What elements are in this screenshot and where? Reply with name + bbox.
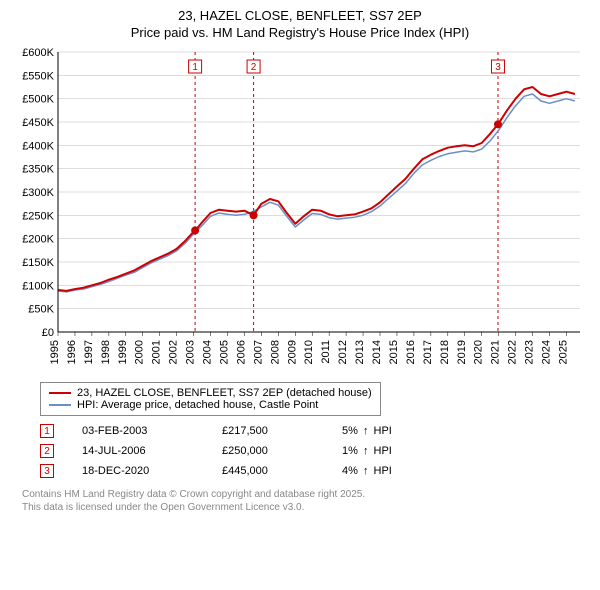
svg-text:2003: 2003 [185, 340, 197, 364]
svg-text:2013: 2013 [354, 340, 366, 364]
svg-text:£150K: £150K [22, 257, 54, 269]
chart-svg: £0 £50K £100K £150K £200K £250K £300K £350K £400… [10, 46, 590, 376]
sale-pct: 1% ↑ HPI [342, 445, 402, 457]
sale-pct: 4% ↑ HPI [342, 465, 402, 477]
svg-text:1997: 1997 [83, 340, 95, 364]
svg-text:2015: 2015 [388, 340, 400, 364]
title-line-2: Price paid vs. HM Land Registry's House … [10, 25, 590, 40]
legend-swatch [49, 392, 71, 394]
footer: Contains HM Land Registry data © Crown c… [22, 488, 590, 514]
svg-text:1999: 1999 [117, 340, 129, 364]
sale-marker: 1 [40, 424, 54, 438]
up-arrow-icon: ↑ [363, 465, 369, 477]
svg-text:1998: 1998 [100, 340, 112, 364]
svg-text:1995: 1995 [49, 340, 61, 364]
sale-date: 18-DEC-2020 [82, 465, 222, 477]
sale-pct: 5% ↑ HPI [342, 425, 402, 437]
svg-text:2024: 2024 [540, 340, 552, 364]
svg-text:£100K: £100K [22, 280, 54, 292]
svg-text:2005: 2005 [218, 340, 230, 364]
svg-text:2019: 2019 [456, 340, 468, 364]
svg-text:2017: 2017 [422, 340, 434, 364]
sale-price: £250,000 [222, 445, 342, 457]
legend-swatch [49, 404, 71, 406]
sale-row: 2 14-JUL-2006 £250,000 1% ↑ HPI [40, 444, 590, 458]
legend-item: 23, HAZEL CLOSE, BENFLEET, SS7 2EP (deta… [49, 387, 372, 399]
svg-text:£550K: £550K [22, 70, 54, 82]
svg-text:1996: 1996 [66, 340, 78, 364]
legend: 23, HAZEL CLOSE, BENFLEET, SS7 2EP (deta… [40, 382, 381, 416]
svg-text:2004: 2004 [202, 340, 214, 364]
svg-text:2022: 2022 [507, 340, 519, 364]
figure-container: 23, HAZEL CLOSE, BENFLEET, SS7 2EP Price… [0, 0, 600, 524]
svg-text:£0: £0 [42, 327, 54, 339]
sale-price: £445,000 [222, 465, 342, 477]
svg-text:1: 1 [192, 62, 198, 73]
footer-line-1: Contains HM Land Registry data © Crown c… [22, 488, 590, 501]
svg-text:2: 2 [251, 62, 257, 73]
svg-text:2014: 2014 [371, 340, 383, 364]
sale-row: 1 03-FEB-2003 £217,500 5% ↑ HPI [40, 424, 590, 438]
svg-text:2023: 2023 [524, 340, 536, 364]
sale-date: 14-JUL-2006 [82, 445, 222, 457]
svg-text:£250K: £250K [22, 210, 54, 222]
svg-text:2012: 2012 [337, 340, 349, 364]
svg-text:2006: 2006 [235, 340, 247, 364]
sale-price: £217,500 [222, 425, 342, 437]
sale-marker: 3 [40, 464, 54, 478]
title-line-1: 23, HAZEL CLOSE, BENFLEET, SS7 2EP [10, 8, 590, 23]
svg-text:2020: 2020 [473, 340, 485, 364]
up-arrow-icon: ↑ [363, 425, 369, 437]
sales-table: 1 03-FEB-2003 £217,500 5% ↑ HPI 2 14-JUL… [40, 424, 590, 478]
svg-text:2002: 2002 [168, 340, 180, 364]
sale-row: 3 18-DEC-2020 £445,000 4% ↑ HPI [40, 464, 590, 478]
title-block: 23, HAZEL CLOSE, BENFLEET, SS7 2EP Price… [10, 8, 590, 40]
svg-text:£450K: £450K [22, 117, 54, 129]
svg-text:3: 3 [495, 62, 501, 73]
svg-text:2007: 2007 [252, 340, 264, 364]
svg-text:£350K: £350K [22, 164, 54, 176]
sale-date: 03-FEB-2003 [82, 425, 222, 437]
svg-text:2009: 2009 [286, 340, 298, 364]
svg-text:2018: 2018 [439, 340, 451, 364]
legend-label: 23, HAZEL CLOSE, BENFLEET, SS7 2EP (deta… [77, 387, 372, 399]
svg-text:2001: 2001 [151, 340, 163, 364]
svg-text:£500K: £500K [22, 94, 54, 106]
svg-text:£200K: £200K [22, 234, 54, 246]
svg-text:£400K: £400K [22, 140, 54, 152]
footer-line-2: This data is licensed under the Open Gov… [22, 501, 590, 514]
svg-text:2010: 2010 [303, 340, 315, 364]
svg-text:£300K: £300K [22, 187, 54, 199]
svg-text:2000: 2000 [134, 340, 146, 364]
sale-marker: 2 [40, 444, 54, 458]
svg-text:2008: 2008 [269, 340, 281, 364]
svg-text:2016: 2016 [405, 340, 417, 364]
legend-item: HPI: Average price, detached house, Cast… [49, 399, 372, 411]
svg-text:£600K: £600K [22, 47, 54, 59]
chart: £0 £50K £100K £150K £200K £250K £300K £350K £400… [10, 46, 590, 376]
svg-text:£50K: £50K [28, 304, 54, 316]
svg-text:2025: 2025 [557, 340, 569, 364]
svg-text:2021: 2021 [490, 340, 502, 364]
legend-label: HPI: Average price, detached house, Cast… [77, 399, 318, 411]
up-arrow-icon: ↑ [363, 445, 369, 457]
svg-text:2011: 2011 [320, 340, 332, 364]
